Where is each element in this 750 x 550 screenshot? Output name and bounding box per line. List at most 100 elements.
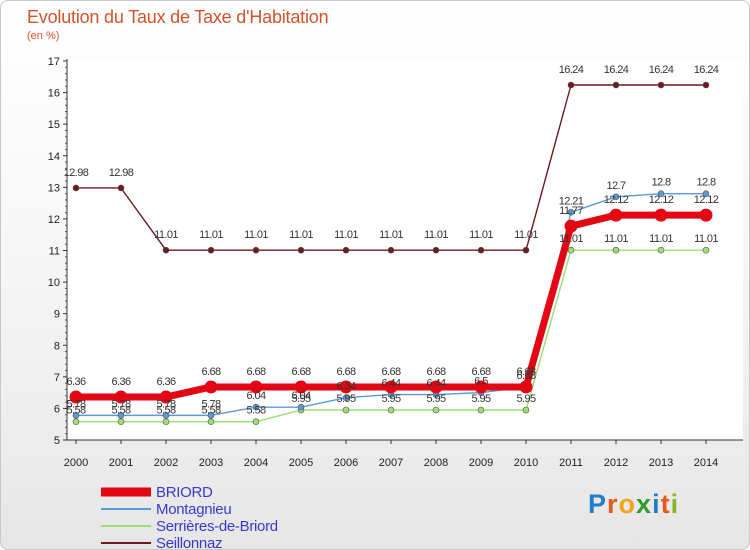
data-label: 11.01 — [559, 233, 583, 245]
y-tick-label: 10 — [48, 277, 60, 289]
data-point — [612, 193, 620, 201]
data-point — [657, 81, 665, 89]
data-label: 12.12 — [604, 194, 629, 206]
x-tick-label: 2006 — [334, 457, 358, 469]
data-point — [657, 246, 665, 254]
data-label: 5.95 — [426, 393, 445, 405]
x-tick-label: 2000 — [64, 457, 88, 469]
data-label: 11.01 — [289, 229, 313, 241]
data-point — [69, 390, 83, 404]
data-label: 5.95 — [471, 393, 490, 405]
data-point — [207, 246, 215, 254]
data-point — [564, 219, 578, 233]
data-point — [252, 418, 260, 425]
legend-label: Serrières-de-Briord — [156, 518, 278, 535]
data-point — [612, 246, 620, 254]
data-label: 6.5 — [474, 376, 488, 388]
data-point — [702, 190, 710, 197]
data-label: 6.04 — [246, 390, 265, 402]
data-label: 6.44 — [426, 378, 445, 390]
data-label: 11.01 — [604, 233, 628, 245]
data-point — [294, 380, 308, 394]
data-point — [297, 246, 305, 254]
data-point — [114, 390, 128, 404]
data-label: 11.01 — [154, 229, 178, 241]
data-label: 5.58 — [156, 405, 175, 417]
data-label: 12.21 — [559, 195, 584, 207]
data-point — [117, 418, 125, 425]
data-point — [702, 81, 710, 89]
data-point — [699, 208, 713, 222]
data-label: 6.68 — [291, 366, 310, 378]
data-label: 5.95 — [516, 393, 535, 405]
data-label: 6.68 — [516, 366, 535, 378]
data-label: 11.01 — [244, 229, 268, 241]
data-point — [432, 246, 440, 254]
data-point — [567, 208, 575, 216]
data-label: 5.58 — [246, 405, 265, 417]
series-layer — [69, 81, 713, 425]
data-point — [387, 406, 395, 414]
x-tick-label: 2009 — [469, 457, 493, 469]
legend-label: BRIORD — [156, 484, 213, 501]
data-point — [204, 380, 218, 394]
data-label: 6.34 — [336, 381, 355, 393]
data-label: 6.04 — [291, 390, 310, 402]
y-tick-label: 5 — [54, 435, 60, 447]
data-label: 11.01 — [649, 233, 673, 245]
data-label: 6.68 — [381, 366, 400, 378]
y-tick-label: 16 — [48, 88, 60, 100]
data-point — [252, 403, 260, 411]
data-point — [522, 246, 530, 254]
y-tick-label: 7 — [54, 372, 60, 384]
data-label: 6.68 — [426, 366, 445, 378]
legend-label: Seillonnaz — [156, 535, 222, 549]
x-tick-label: 2002 — [154, 457, 178, 469]
data-label: 5.58 — [201, 405, 220, 417]
data-label: 11.01 — [199, 229, 223, 241]
data-point — [117, 412, 125, 419]
data-label: 5.78 — [156, 398, 175, 410]
data-point — [702, 246, 710, 254]
y-tick-label: 14 — [48, 151, 60, 163]
data-point — [72, 412, 80, 419]
data-label-layer: 6.36 6.36 6.366.68 6.68 6.68 6.68 6.68 6.68 6.68… — [64, 64, 720, 417]
data-point — [117, 184, 125, 192]
data-label: 6.68 — [336, 366, 355, 378]
data-label: 12.12 — [649, 194, 674, 206]
data-label: 6.68 — [516, 370, 535, 382]
data-point — [249, 380, 263, 394]
data-label: 5.95 — [291, 393, 310, 405]
data-label: 5.58 — [66, 405, 85, 417]
data-label: 16.24 — [694, 64, 719, 76]
data-point — [387, 246, 395, 254]
data-label: 5.58 — [111, 405, 130, 417]
x-tick-label: 2001 — [109, 457, 133, 469]
data-point — [567, 81, 575, 89]
y-axis-unit: (en %) — [27, 30, 60, 42]
data-point — [342, 394, 350, 401]
data-point — [159, 390, 173, 404]
data-label: 16.24 — [649, 64, 674, 76]
data-point — [342, 246, 350, 254]
data-label: 11.01 — [469, 229, 493, 241]
data-label: 16.24 — [559, 64, 584, 76]
data-label: 5.95 — [381, 393, 400, 405]
data-point — [207, 418, 215, 425]
y-tick-label: 9 — [54, 309, 60, 321]
data-label: 16.24 — [604, 64, 629, 76]
data-label: 6.44 — [381, 378, 400, 390]
y-tick-label: 15 — [48, 119, 60, 131]
y-tick-label: 17 — [48, 56, 60, 68]
data-point — [72, 184, 80, 192]
x-tick-label: 2007 — [379, 457, 403, 469]
data-label: 11.01 — [514, 229, 538, 241]
data-point — [339, 380, 353, 394]
data-label: 12.8 — [696, 177, 715, 189]
data-point — [609, 208, 623, 222]
data-label: 5.78 — [66, 398, 85, 410]
y-tick-label: 6 — [54, 403, 60, 415]
data-label: 12.7 — [606, 180, 625, 192]
